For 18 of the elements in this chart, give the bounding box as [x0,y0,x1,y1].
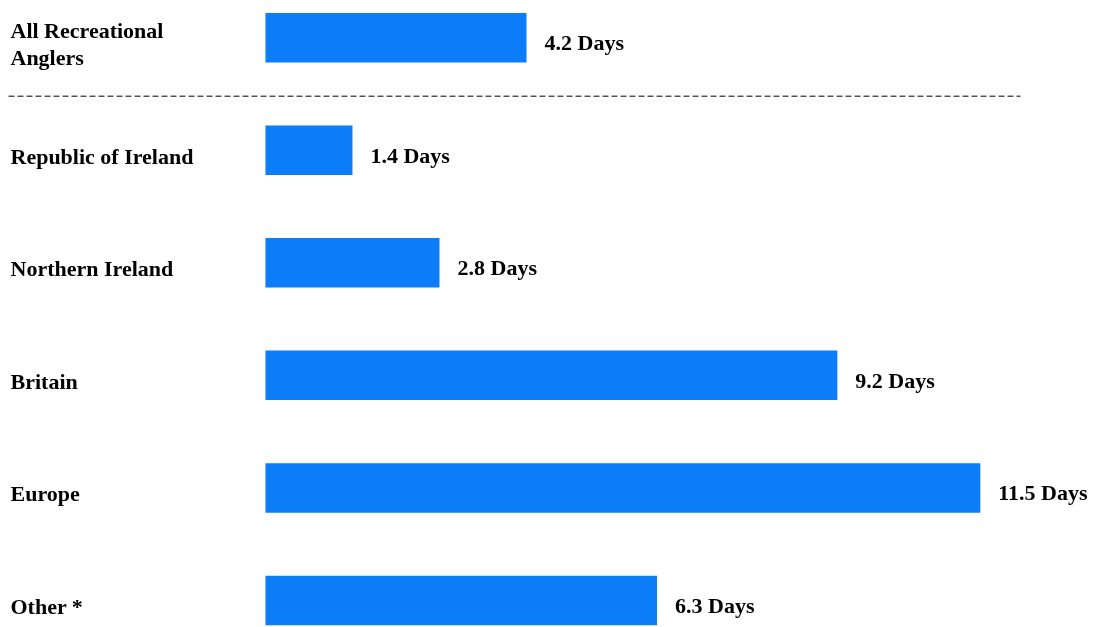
bar [265,463,981,513]
data-label: 2.8 Days [457,255,538,281]
bar [265,238,440,288]
y-tick-label: Northern Ireland [10,256,174,282]
y-tick-label: Other * [10,593,83,619]
y-tick-label: All Recreational Anglers [10,17,164,70]
bar [265,575,658,626]
data-label: 1.4 Days [370,142,451,168]
y-tick-label: Republic of Ireland [10,143,194,169]
data-label: 11.5 Days [998,480,1088,506]
bar [265,12,527,63]
data-label: 6.3 Days [675,592,755,618]
bar [265,125,353,175]
data-label: 4.2 Days [544,30,625,56]
data-label: 9.2 Days [855,367,936,393]
bar [265,350,838,401]
y-tick-label: Britain [10,368,78,394]
y-tick-label: Europe [10,481,81,507]
